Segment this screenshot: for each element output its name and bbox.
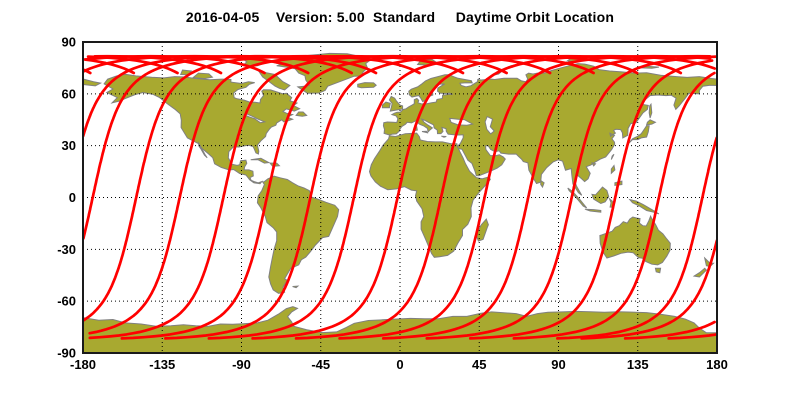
orbit-ground-track	[83, 54, 717, 340]
y-tick-label: 60	[62, 86, 76, 101]
landmass-polygon	[610, 164, 616, 175]
y-tick-label: -30	[57, 242, 76, 257]
x-tick-label: -45	[311, 357, 330, 372]
graticule-grid-layer	[83, 42, 717, 353]
landmass-polygon	[441, 135, 447, 138]
landmass-polygon	[540, 179, 545, 189]
x-tick-label: 180	[706, 357, 728, 372]
orbit-ground-track	[83, 54, 716, 340]
landmass-polygon	[357, 82, 377, 89]
landmass-polygon	[382, 63, 717, 196]
orbit-track-layer	[83, 56, 717, 338]
y-tick-label: 0	[69, 190, 76, 205]
landmass-polygon	[250, 157, 271, 164]
x-tick-label: 135	[627, 357, 649, 372]
y-tick-label: 30	[62, 138, 76, 153]
landmass-polygon	[258, 71, 291, 91]
landmass-polygon	[628, 125, 650, 144]
x-tick-label: 45	[472, 357, 486, 372]
landmass-polygon	[198, 141, 208, 159]
plot-border	[82, 41, 718, 354]
orbit-ground-track	[84, 54, 714, 340]
lake-polygon	[242, 113, 267, 124]
plot-title: 2016-04-05 Version: 5.00 Standard Daytim…	[185, 9, 615, 25]
landmass-polygon	[388, 95, 404, 112]
y-tick-label: 90	[62, 35, 76, 50]
landmass-polygon	[584, 208, 602, 213]
landmass-polygon	[381, 101, 391, 109]
x-tick-label: 90	[551, 357, 565, 372]
x-tick-label: -90	[232, 357, 251, 372]
landmass-polygon	[654, 267, 662, 274]
landmass-polygon	[610, 153, 615, 160]
orbit-ground-track	[207, 54, 639, 340]
landmass-polygon	[292, 285, 300, 289]
landmass-polygon	[256, 175, 340, 294]
x-tick-label: 0	[396, 357, 403, 372]
orbit-ground-track	[120, 54, 552, 340]
landmass-polygon	[648, 102, 653, 119]
landmass-polygon	[191, 72, 214, 80]
y-axis-tick-labels: 90 60 30 0 -30 -60 -90	[57, 35, 76, 361]
orbit-ground-track	[88, 54, 717, 340]
landmass-polygon	[103, 73, 301, 185]
x-tick-label: -180	[70, 357, 96, 372]
landmass-polygon	[421, 130, 429, 134]
orbit-ground-track	[251, 54, 683, 340]
y-tick-label: -90	[57, 346, 76, 361]
landmass-polygon	[645, 119, 657, 126]
y-tick-label: -60	[57, 294, 76, 309]
landmass-polygon	[83, 78, 103, 87]
landmass-polygon	[692, 267, 708, 278]
landmass-polygon	[295, 111, 308, 117]
landmass-polygon	[591, 186, 610, 205]
x-axis-tick-labels: -180 -135 -90 -45 0 45 90 135 180	[70, 357, 728, 372]
lake-polygon	[484, 115, 495, 135]
landmass-polygon	[590, 162, 597, 167]
orbit-ground-track	[164, 54, 595, 340]
x-tick-label: -135	[149, 357, 175, 372]
